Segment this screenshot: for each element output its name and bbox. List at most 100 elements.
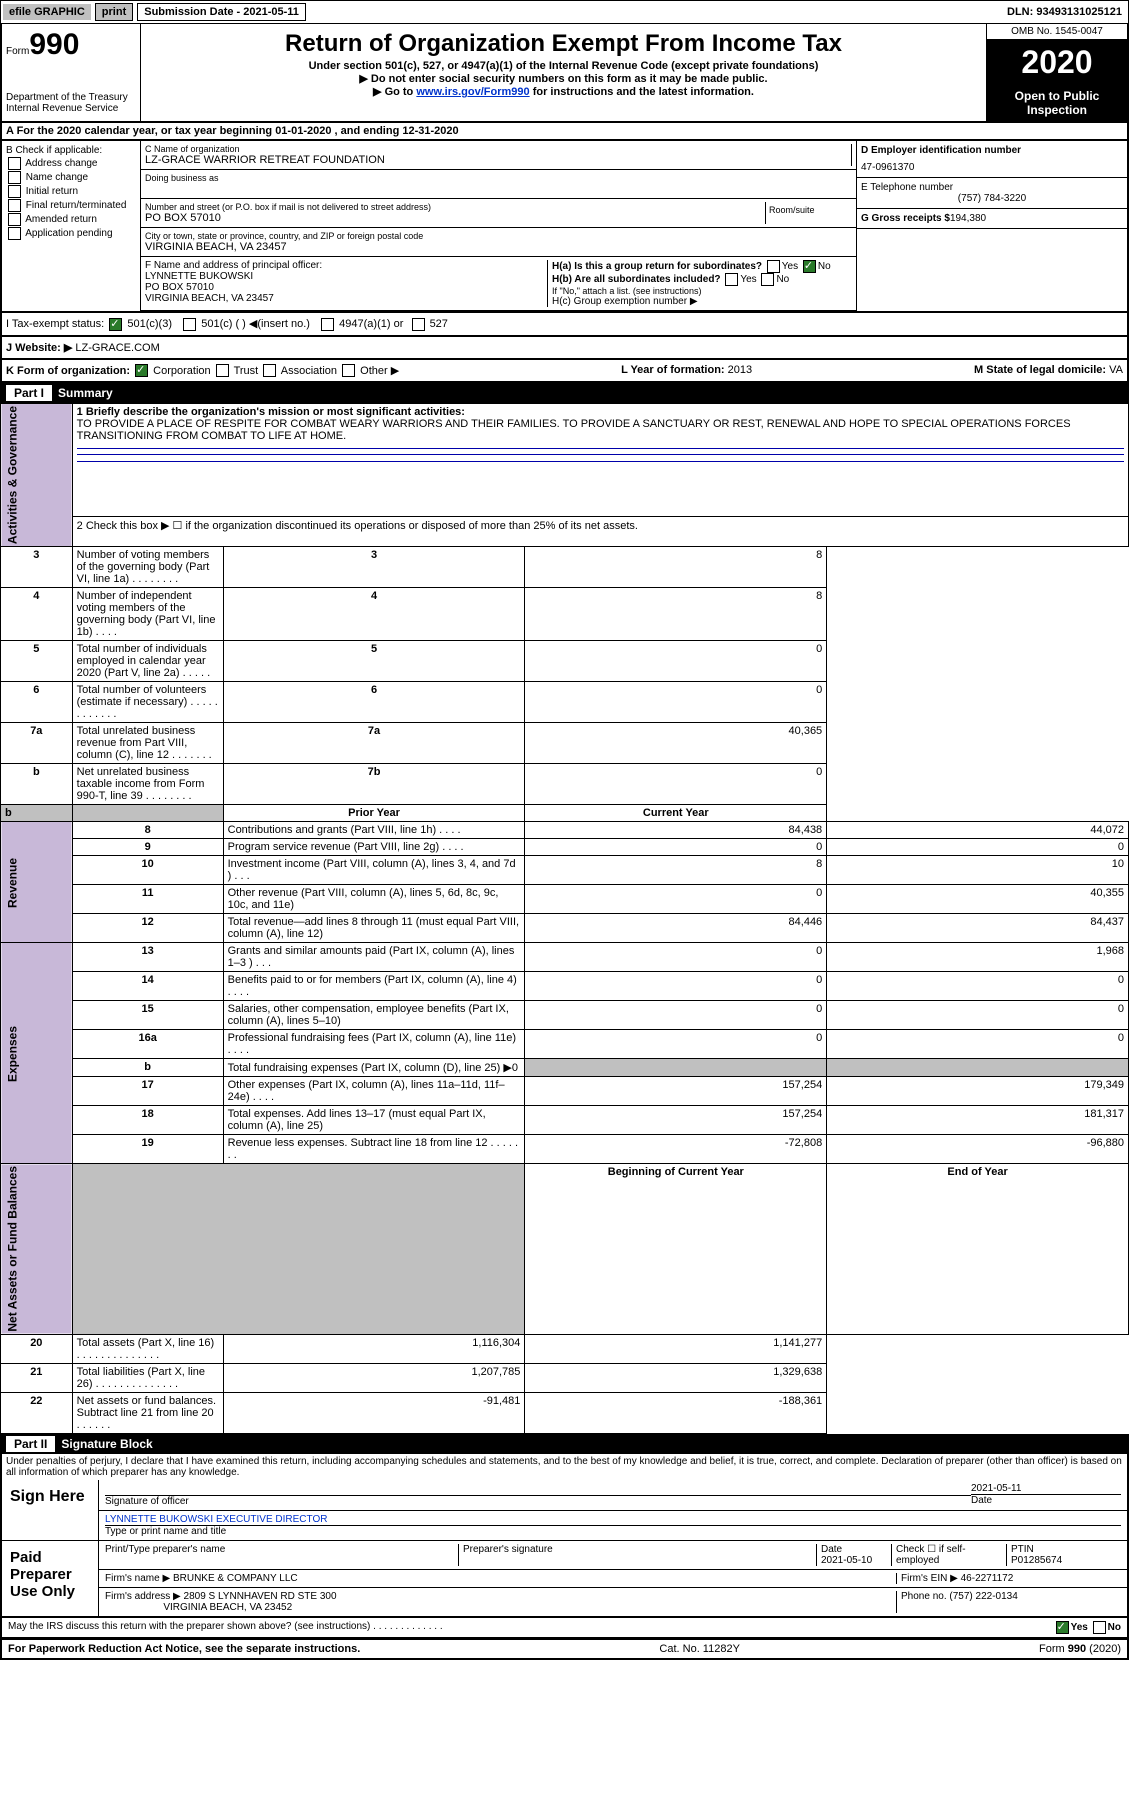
table-row: 20Total assets (Part X, line 16) . . . .…: [1, 1334, 1129, 1363]
table-row: 15Salaries, other compensation, employee…: [1, 1001, 1129, 1030]
top-bar: efile GRAPHIC print Submission Date - 20…: [0, 0, 1129, 24]
omb-number: OMB No. 1545-0047: [987, 24, 1127, 40]
submission-date: Submission Date - 2021-05-11: [137, 3, 306, 21]
checkbox-item[interactable]: Final return/terminated: [6, 199, 136, 212]
table-row: 9Program service revenue (Part VIII, lin…: [1, 839, 1129, 856]
ha-no-checkbox[interactable]: [803, 260, 816, 273]
discuss-no-checkbox[interactable]: [1093, 1621, 1106, 1634]
box-b-title: B Check if applicable:: [6, 145, 136, 156]
form-label: Form: [6, 46, 29, 57]
assoc-checkbox[interactable]: [263, 364, 276, 377]
date-label: Date: [971, 1494, 1121, 1506]
discuss-label: May the IRS discuss this return with the…: [8, 1621, 1054, 1634]
sig-officer-label: Signature of officer: [105, 1495, 971, 1507]
table-row: 11Other revenue (Part VIII, column (A), …: [1, 885, 1129, 914]
header-right: OMB No. 1545-0047 2020 Open to Public In…: [986, 24, 1127, 121]
side-expenses: Expenses: [1, 943, 73, 1164]
gross-receipts: 194,380: [950, 213, 986, 224]
checkbox-item[interactable]: Application pending: [6, 227, 136, 240]
efile-label: efile GRAPHIC: [3, 4, 91, 20]
line-i: I Tax-exempt status: 501(c)(3) 501(c) ( …: [0, 313, 1129, 337]
header-left: Form990 Department of the Treasury Inter…: [2, 24, 141, 121]
hb-yes-checkbox[interactable]: [725, 273, 738, 286]
print-button[interactable]: print: [95, 3, 133, 21]
section-bcd: B Check if applicable: Address change Na…: [0, 141, 1129, 313]
checkbox-item[interactable]: Address change: [6, 157, 136, 170]
col-eoy: End of Year: [827, 1164, 1129, 1335]
instructions-link[interactable]: www.irs.gov/Form990: [416, 86, 529, 98]
line-m: M State of legal domicile: VA: [974, 364, 1123, 376]
box-b: B Check if applicable: Address change Na…: [2, 141, 141, 311]
part2-header: Part IISignature Block: [0, 1434, 1129, 1454]
table-row: 21Total liabilities (Part X, line 26) . …: [1, 1363, 1129, 1392]
ptin-label: PTIN: [1011, 1544, 1121, 1555]
col-prior: Prior Year: [223, 805, 525, 822]
line-klm: K Form of organization: Corporation Trus…: [0, 360, 1129, 384]
firm-phone-label: Phone no.: [901, 1591, 947, 1602]
mission: TO PROVIDE A PLACE OF RESPITE FOR COMBAT…: [77, 418, 1071, 442]
firm-name-label: Firm's name ▶: [105, 1573, 170, 1584]
part1-header: Part ISummary: [0, 383, 1129, 403]
org-name-label: C Name of organization: [145, 144, 851, 154]
table-row: 7aTotal unrelated business revenue from …: [1, 723, 1129, 764]
table-row: 3Number of voting members of the governi…: [1, 547, 1129, 588]
tel: (757) 784-3220: [861, 193, 1123, 204]
side-netassets: Net Assets or Fund Balances: [1, 1164, 73, 1335]
sign-here-label: Sign Here: [2, 1480, 99, 1540]
501c3-checkbox[interactable]: [109, 318, 122, 331]
h-a: H(a) Is this a group return for subordin…: [552, 260, 852, 273]
officer-name-label: Type or print name and title: [105, 1526, 1121, 1537]
table-row: bNet unrelated business taxable income f…: [1, 764, 1129, 805]
box-d: D Employer identification number 47-0961…: [856, 141, 1127, 311]
table-row: 6Total number of volunteers (estimate if…: [1, 682, 1129, 723]
checkbox-item[interactable]: Amended return: [6, 213, 136, 226]
form-subtitle: Under section 501(c), 527, or 4947(a)(1)…: [145, 60, 982, 72]
officer-addr1: PO BOX 57010: [145, 282, 547, 293]
corp-checkbox[interactable]: [135, 364, 148, 377]
prep-name-label: Print/Type preparer's name: [105, 1544, 459, 1566]
org-name: LZ-GRACE WARRIOR RETREAT FOUNDATION: [145, 154, 851, 166]
dba-label: Doing business as: [145, 173, 852, 183]
table-row: 4Number of independent voting members of…: [1, 588, 1129, 641]
open-inspection: Open to Public Inspection: [987, 85, 1127, 121]
dept-treasury: Department of the Treasury Internal Reve…: [6, 92, 136, 114]
checkbox-item[interactable]: Name change: [6, 171, 136, 184]
website: LZ-GRACE.COM: [75, 342, 159, 354]
line-a: A For the 2020 calendar year, or tax yea…: [0, 123, 1129, 141]
officer-addr2: VIRGINIA BEACH, VA 23457: [145, 293, 547, 304]
perjury-statement: Under penalties of perjury, I declare th…: [0, 1454, 1129, 1480]
form-note2: ▶ Go to www.irs.gov/Form990 for instruct…: [145, 85, 982, 98]
firm-name: BRUNKE & COMPANY LLC: [173, 1573, 298, 1584]
hb-no-checkbox[interactable]: [761, 273, 774, 286]
form-version: Form 990 (2020): [1039, 1643, 1121, 1655]
table-row: bTotal fundraising expenses (Part IX, co…: [1, 1059, 1129, 1077]
col-curr: Current Year: [525, 805, 827, 822]
table-row: 16aProfessional fundraising fees (Part I…: [1, 1030, 1129, 1059]
city-label: City or town, state or province, country…: [145, 231, 852, 241]
other-checkbox[interactable]: [342, 364, 355, 377]
box-c: C Name of organization LZ-GRACE WARRIOR …: [141, 141, 856, 311]
firm-ein: 46-2271172: [961, 1573, 1014, 1584]
4947-checkbox[interactable]: [321, 318, 334, 331]
discuss-yes-checkbox[interactable]: [1056, 1621, 1069, 1634]
table-row: 10Investment income (Part VIII, column (…: [1, 856, 1129, 885]
self-employed-label: Check ☐ if self-employed: [892, 1544, 1007, 1566]
501c-checkbox[interactable]: [183, 318, 196, 331]
part1-table: Activities & Governance 1 Briefly descri…: [0, 403, 1129, 1434]
table-row: 18Total expenses. Add lines 13–17 (must …: [1, 1106, 1129, 1135]
527-checkbox[interactable]: [412, 318, 425, 331]
room-label: Room/suite: [769, 205, 849, 215]
ha-yes-checkbox[interactable]: [767, 260, 780, 273]
side-revenue: Revenue: [1, 822, 73, 943]
pra-notice: For Paperwork Reduction Act Notice, see …: [8, 1643, 360, 1655]
form-title: Return of Organization Exempt From Incom…: [147, 30, 980, 58]
dln: DLN: 93493131025121: [1001, 4, 1128, 20]
line2: 2 Check this box ▶ ☐ if the organization…: [72, 516, 1128, 547]
table-row: 5Total number of individuals employed in…: [1, 641, 1129, 682]
ein-label: D Employer identification number: [861, 145, 1123, 156]
trust-checkbox[interactable]: [216, 364, 229, 377]
checkbox-item[interactable]: Initial return: [6, 185, 136, 198]
table-row: 22Net assets or fund balances. Subtract …: [1, 1392, 1129, 1433]
cat-no: Cat. No. 11282Y: [659, 1643, 740, 1655]
addr: PO BOX 57010: [145, 212, 765, 224]
